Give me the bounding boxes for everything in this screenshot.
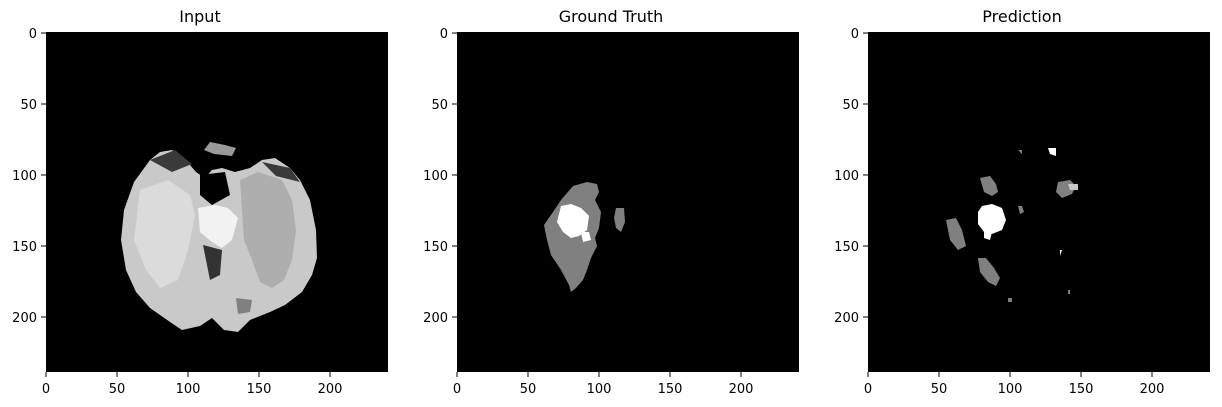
- x-tick-label: 150: [247, 382, 272, 397]
- x-tick-label: 100: [587, 382, 612, 397]
- prediction-mask: [946, 148, 1078, 302]
- y-tick-label: 50: [842, 98, 859, 113]
- input-axes: 0 50 100 150 200 0 50 100 150 200: [12, 27, 388, 397]
- y-tick-label: 150: [423, 240, 448, 255]
- x-tick-label: 50: [931, 382, 948, 397]
- x-tick-label: 100: [998, 382, 1023, 397]
- x-tick-label: 0: [864, 382, 872, 397]
- y-tick-label: 150: [834, 240, 859, 255]
- y-tick-label: 200: [834, 311, 859, 326]
- x-tick-label: 200: [318, 382, 343, 397]
- y-tick-label: 200: [423, 311, 448, 326]
- x-tick-label: 150: [658, 382, 683, 397]
- panel-title: Prediction: [982, 7, 1062, 26]
- x-tick-label: 50: [520, 382, 537, 397]
- y-tick-label: 100: [423, 169, 448, 184]
- x-tick-label: 0: [453, 382, 461, 397]
- y-tick-label: 50: [20, 98, 37, 113]
- y-tick-label: 100: [12, 169, 37, 184]
- ground-truth-panel: Ground Truth 0 50 100 150 200 0 50 100 1…: [411, 0, 811, 407]
- y-tick-label: 0: [851, 27, 859, 42]
- panel-title: Input: [179, 7, 221, 26]
- y-tick-label: 0: [440, 27, 448, 42]
- x-tick-label: 150: [1069, 382, 1094, 397]
- x-tick-label: 200: [1140, 382, 1165, 397]
- x-tick-label: 50: [109, 382, 126, 397]
- prediction-panel: Prediction 0 50 100 150: [822, 0, 1222, 407]
- x-tick-label: 200: [729, 382, 754, 397]
- image-area: [868, 32, 1210, 372]
- brain-mri-image: [121, 142, 317, 332]
- x-tick-label: 100: [176, 382, 201, 397]
- y-tick-label: 0: [29, 27, 37, 42]
- y-tick-label: 100: [834, 169, 859, 184]
- y-tick-label: 150: [12, 240, 37, 255]
- image-area: [457, 32, 799, 372]
- prediction-axes: 0 50 100 150 200 0 50 100 150 200: [834, 27, 1210, 397]
- y-tick-label: 200: [12, 311, 37, 326]
- y-tick-label: 50: [431, 98, 448, 113]
- ground-truth-mask: [544, 182, 625, 292]
- input-panel: Input 0 50 100 150 200 0 50: [0, 0, 400, 407]
- panel-title: Ground Truth: [558, 7, 664, 26]
- ground-truth-axes: 0 50 100 150 200 0 50 100 150 200: [423, 27, 799, 397]
- x-tick-label: 0: [42, 382, 50, 397]
